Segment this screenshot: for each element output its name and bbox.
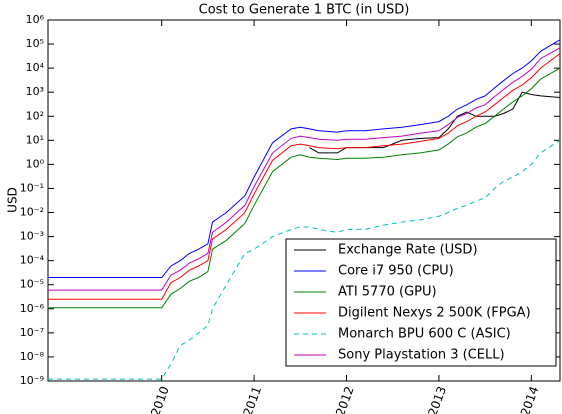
y-tick-label: 10⁻⁶: [20, 302, 45, 315]
series-line: [48, 39, 561, 278]
y-tick-label: 10⁰: [26, 157, 45, 170]
chart-title: Cost to Generate 1 BTC (in USD): [199, 3, 410, 18]
plot-frame: [47, 19, 561, 382]
series-line: [48, 67, 561, 309]
y-tick-label: 10⁶: [26, 13, 45, 26]
legend-box: [285, 238, 557, 367]
y-tick-label: 10⁻⁷: [20, 326, 44, 339]
series-line: [48, 47, 561, 291]
legend-label: ATI 5770 (GPU): [338, 285, 437, 300]
y-tick-label: 10²: [26, 109, 44, 122]
y-tick-label: 10⁻³: [20, 230, 44, 243]
x-tick-label: 2014: [518, 384, 542, 414]
x-tick-label: 2011: [241, 384, 265, 414]
y-tick-label: 10⁵: [26, 37, 44, 50]
series-line: [48, 139, 561, 380]
y-tick-label: 10⁴: [26, 61, 45, 74]
y-tick-label: 10⁻¹: [20, 181, 44, 194]
x-tick-label: 2010: [148, 384, 172, 414]
y-tick-label: 10⁻⁸: [20, 350, 45, 363]
y-tick-label: 10⁻⁵: [20, 278, 44, 291]
legend-label: Core i7 950 (CPU): [338, 264, 454, 279]
legend-label: Exchange Rate (USD): [338, 243, 478, 258]
legend-label: Digilent Nexys 2 500K (FPGA): [338, 306, 531, 321]
y-tick-label: 10⁻⁴: [20, 254, 45, 267]
y-tick-label: 10⁻²: [20, 206, 44, 219]
legend-label: Monarch BPU 600 C (ASIC): [338, 327, 511, 342]
y-axis-label: USD: [6, 187, 20, 213]
y-tick-label: 10¹: [26, 133, 44, 146]
legend-label: Sony Playstation 3 (CELL): [338, 348, 505, 363]
y-tick-label: 10⁻⁹: [20, 374, 44, 387]
y-tick-label: 10³: [26, 85, 44, 98]
x-tick-label: 2013: [425, 384, 449, 414]
series-line: [48, 53, 561, 300]
x-tick-label: 2012: [333, 384, 357, 414]
